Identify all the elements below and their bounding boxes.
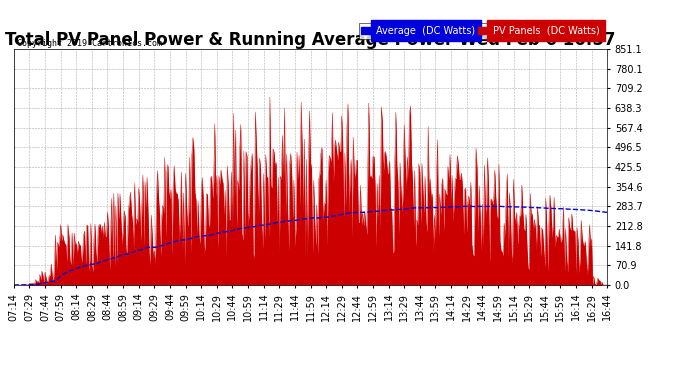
Legend: Average  (DC Watts), PV Panels  (DC Watts): Average (DC Watts), PV Panels (DC Watts) bbox=[359, 23, 602, 39]
Text: Copyright 2019 Cartronics.com: Copyright 2019 Cartronics.com bbox=[17, 39, 161, 48]
Title: Total PV Panel Power & Running Average Power Wed Feb 6 16:57: Total PV Panel Power & Running Average P… bbox=[6, 31, 615, 49]
